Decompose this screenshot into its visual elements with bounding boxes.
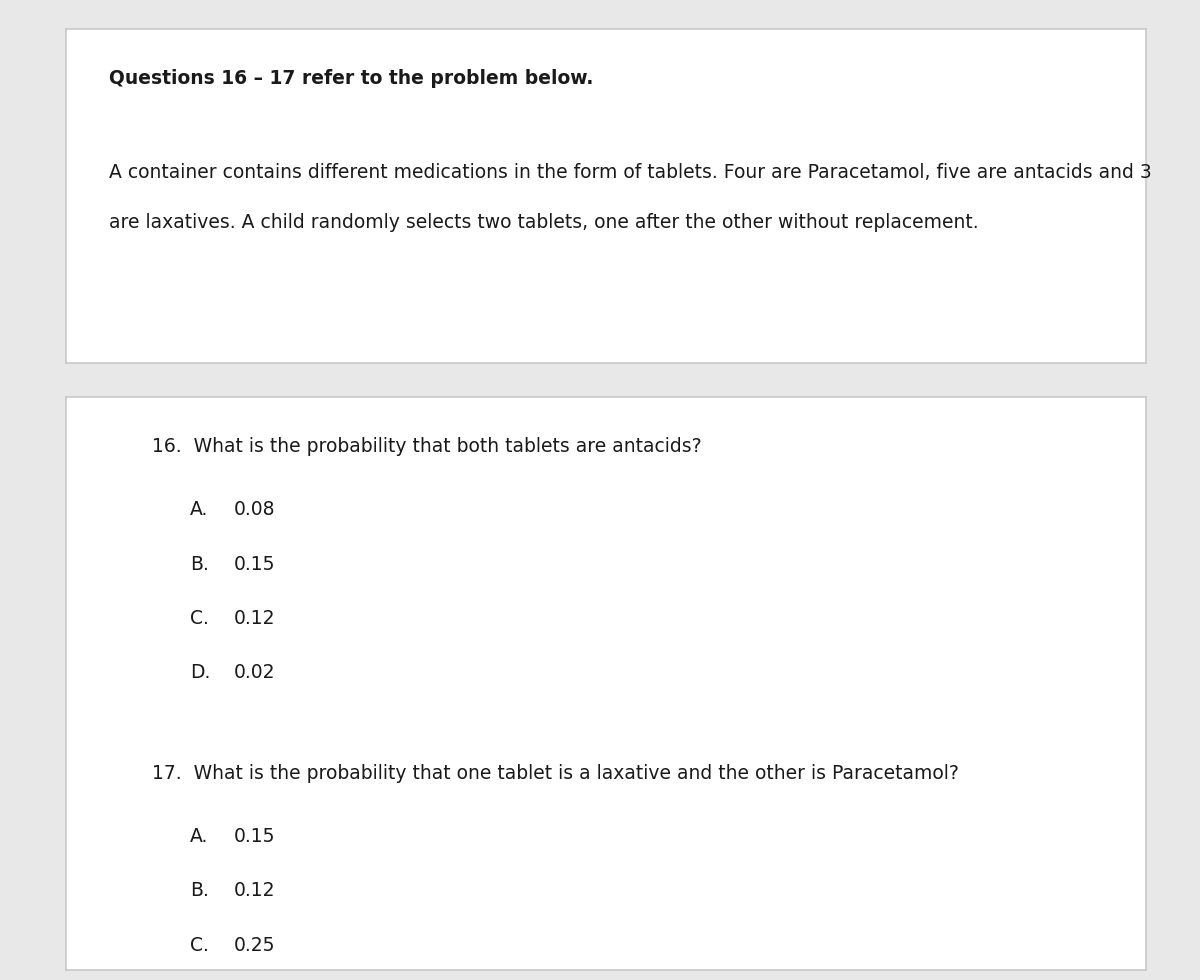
Text: 17.  What is the probability that one tablet is a laxative and the other is Para: 17. What is the probability that one tab… <box>152 763 959 783</box>
Text: 0.02: 0.02 <box>233 663 275 682</box>
Text: 0.12: 0.12 <box>233 609 275 628</box>
Text: D.: D. <box>190 663 210 682</box>
Text: B.: B. <box>190 555 209 573</box>
Text: 0.15: 0.15 <box>233 827 275 846</box>
Text: C.: C. <box>190 609 209 628</box>
Text: 16.  What is the probability that both tablets are antacids?: 16. What is the probability that both ta… <box>152 437 702 456</box>
Text: A.: A. <box>190 827 209 846</box>
Text: A container contains different medications in the form of tablets. Four are Para: A container contains different medicatio… <box>109 163 1152 181</box>
Text: B.: B. <box>190 881 209 901</box>
Text: A.: A. <box>190 500 209 519</box>
Text: C.: C. <box>190 936 209 955</box>
Text: 0.25: 0.25 <box>233 936 275 955</box>
Text: 0.08: 0.08 <box>233 500 275 519</box>
Text: 0.12: 0.12 <box>233 881 275 901</box>
Text: Questions 16 – 17 refer to the problem below.: Questions 16 – 17 refer to the problem b… <box>109 70 594 88</box>
Text: 0.15: 0.15 <box>233 555 275 573</box>
Text: are laxatives. A child randomly selects two tablets, one after the other without: are laxatives. A child randomly selects … <box>109 213 979 231</box>
